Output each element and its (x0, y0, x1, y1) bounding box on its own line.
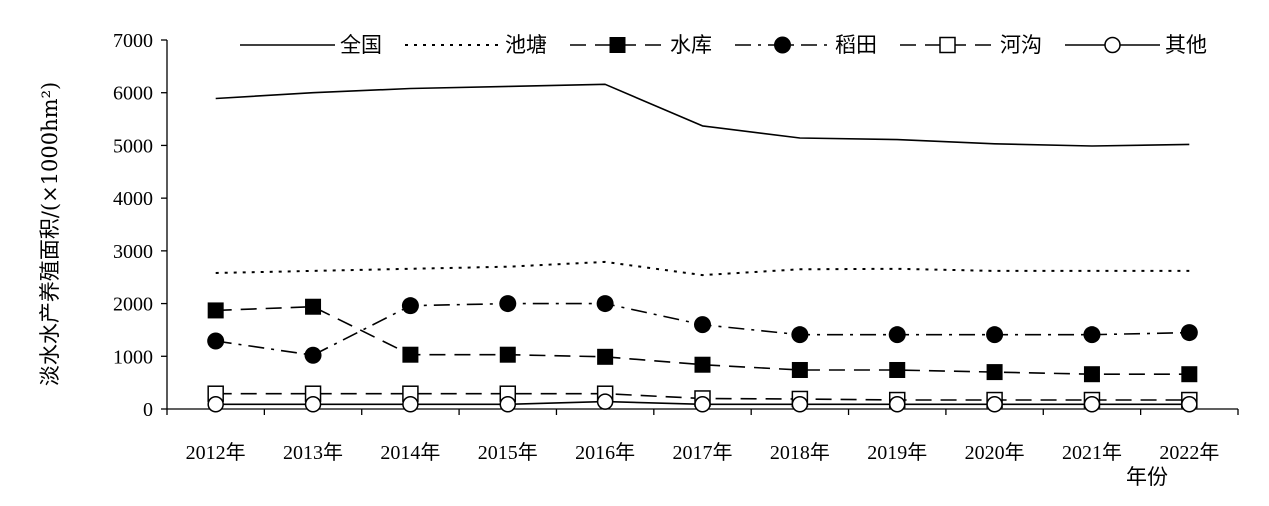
legend-label: 其他 (1165, 33, 1207, 57)
legend: 全国 池塘 水库 稻田 河沟 其他 (240, 33, 1207, 57)
legend-item-5: 河沟 (900, 33, 1042, 57)
data-point (888, 326, 906, 344)
series-2 (215, 260, 1190, 277)
legend-marker (609, 37, 626, 53)
legend-item-3: 水库 (570, 33, 712, 57)
data-point (694, 316, 711, 334)
y-tick-label: 5000 (113, 135, 153, 157)
x-tick-label: 2016年 (575, 441, 635, 464)
legend-label: 稻田 (835, 33, 877, 57)
data-point (304, 396, 322, 413)
legend-marker (939, 36, 956, 54)
y-tick-label: 3000 (113, 241, 153, 263)
data-point (1180, 324, 1198, 342)
legend-item-2: 池塘 (405, 33, 547, 57)
data-point (986, 396, 1003, 413)
data-point (1083, 396, 1101, 413)
y-tick-label: 7000 (113, 30, 153, 52)
data-point (207, 396, 224, 413)
x-tick-label: 2014年 (380, 441, 440, 464)
data-point (597, 348, 614, 365)
data-point (694, 356, 711, 373)
series-4 (207, 295, 1198, 364)
x-tick-label: 2017年 (673, 441, 733, 464)
series-layer (207, 83, 1198, 413)
data-point (888, 396, 906, 413)
series-3 (207, 298, 1198, 383)
y-axis-title: 淡水水产养殖面积/(×1000hm²) (38, 82, 62, 386)
data-point (207, 332, 225, 350)
x-tick-label: 2018年 (770, 441, 830, 464)
x-tick-label: 2020年 (965, 441, 1025, 464)
x-tick-label: 2019年 (867, 441, 927, 464)
series-line (215, 260, 1190, 277)
x-tick-label: 2013年 (283, 441, 343, 464)
data-point (499, 295, 517, 313)
data-point (207, 302, 224, 319)
data-point (1083, 326, 1101, 344)
data-point (986, 326, 1004, 344)
legend-item-1: 全国 (240, 33, 382, 57)
series-1 (215, 83, 1190, 147)
data-point (596, 393, 614, 410)
series-line (215, 83, 1190, 147)
data-point (791, 326, 809, 344)
legend-label: 水库 (670, 33, 712, 57)
y-tick-label: 6000 (113, 83, 153, 105)
data-point (791, 361, 808, 378)
data-point (402, 396, 419, 413)
y-tick-label: 4000 (113, 188, 153, 210)
x-ticks: 2012年 2013年 2014年 2015年 2016年 2017年 2018年 2019年… (166, 409, 1239, 464)
legend-label: 全国 (340, 33, 382, 57)
data-point (499, 396, 517, 413)
axes (166, 40, 1238, 410)
legend-marker (1104, 36, 1121, 54)
x-tick-label: 2021年 (1062, 441, 1122, 464)
data-point (791, 396, 809, 413)
x-tick-label: 2015年 (478, 441, 538, 464)
data-point (304, 346, 322, 364)
legend-label: 池塘 (505, 33, 547, 57)
x-axis-title: 年份 (1126, 465, 1168, 489)
data-point (1083, 366, 1100, 383)
data-point (499, 346, 516, 363)
data-point (1181, 366, 1198, 383)
data-point (986, 364, 1003, 381)
data-point (694, 396, 711, 413)
data-point (401, 297, 419, 315)
legend-item-6: 其他 (1065, 33, 1207, 57)
data-point (889, 361, 906, 378)
series-6 (207, 393, 1198, 413)
y-ticks: 0 1000 2000 3000 4000 5000 6000 7000 (113, 30, 167, 421)
x-tick-label: 2022年 (1159, 441, 1219, 464)
legend-item-4: 稻田 (735, 33, 877, 57)
y-tick-label: 0 (143, 399, 153, 421)
data-point (596, 295, 614, 313)
legend-label: 河沟 (1000, 33, 1042, 57)
y-tick-label: 2000 (113, 294, 153, 316)
legend-marker (774, 36, 791, 54)
data-point (402, 346, 419, 363)
x-tick-label: 2012年 (186, 441, 246, 464)
data-point (1181, 396, 1198, 413)
y-tick-label: 1000 (113, 346, 153, 368)
data-point (305, 298, 322, 315)
